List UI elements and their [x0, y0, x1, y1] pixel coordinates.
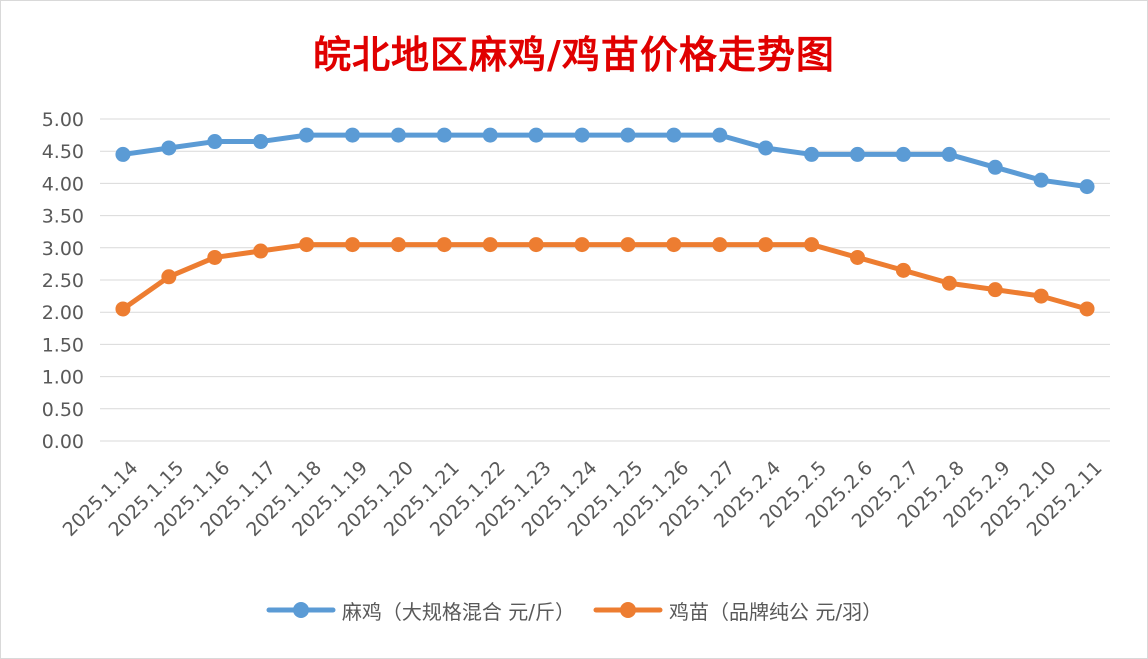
legend-label: 鸡苗（品牌纯公 元/羽） — [669, 599, 883, 624]
data-point — [253, 243, 269, 259]
x-axis-ticks: 2025.1.142025.1.152025.1.162025.1.172025… — [59, 457, 1107, 541]
data-point — [712, 237, 728, 253]
data-point — [850, 146, 865, 162]
y-tick-label: 3.00 — [42, 238, 84, 260]
data-point — [482, 127, 498, 143]
data-point — [987, 159, 1003, 175]
y-tick-label: 1.00 — [42, 367, 84, 389]
data-point — [620, 127, 636, 143]
data-point — [115, 146, 131, 162]
y-tick-label: 2.50 — [42, 270, 84, 292]
chart-title: 皖北地区麻鸡/鸡苗价格走势图 — [313, 32, 835, 77]
y-tick-label: 2.00 — [42, 302, 84, 324]
legend-item: 麻鸡（大规格混合 元/斤） — [266, 596, 575, 625]
data-point — [390, 237, 406, 253]
data-point — [1079, 301, 1095, 317]
data-point — [299, 127, 315, 143]
y-gridlines — [100, 118, 1110, 442]
y-axis-ticks: 0.00 0.50 1.00 1.50 2.00 2.50 3.00 3.50 4.00 4.50… — [42, 109, 84, 453]
data-point — [758, 237, 774, 253]
data-point — [161, 269, 177, 285]
data-point — [115, 301, 131, 317]
legend-swatch — [266, 602, 336, 618]
y-tick-label: 4.00 — [42, 173, 84, 195]
data-point — [712, 127, 728, 143]
data-point — [941, 146, 957, 162]
data-point — [987, 282, 1003, 298]
data-point — [941, 275, 957, 291]
data-point — [207, 134, 223, 150]
data-point — [1079, 179, 1095, 195]
data-point — [1033, 172, 1049, 188]
y-tick-label: 1.50 — [42, 334, 84, 356]
data-point — [482, 237, 498, 253]
data-point — [528, 237, 544, 253]
y-tick-label: 4.50 — [42, 141, 84, 163]
data-point — [574, 237, 590, 253]
series-1 — [115, 127, 1095, 195]
y-tick-label: 0.50 — [42, 399, 84, 421]
series-line — [120, 132, 1090, 190]
data-point — [574, 127, 590, 143]
data-point — [528, 127, 544, 143]
data-point — [253, 134, 269, 150]
data-point — [895, 262, 911, 278]
data-point — [161, 140, 177, 156]
data-point — [1033, 288, 1049, 304]
data-point — [436, 237, 452, 253]
data-point — [666, 237, 682, 253]
legend-item: 鸡苗（品牌纯公 元/羽） — [593, 596, 882, 625]
series-2 — [115, 237, 1095, 317]
data-point — [804, 237, 820, 253]
legend: 麻鸡（大规格混合 元/斤） 鸡苗（品牌纯公 元/羽） — [0, 592, 1148, 628]
y-tick-label: 5.00 — [42, 109, 84, 131]
data-point — [207, 249, 223, 265]
data-point — [620, 237, 636, 253]
data-point — [666, 127, 682, 143]
data-point — [345, 237, 360, 253]
y-tick-label: 0.00 — [42, 431, 84, 453]
data-point — [436, 127, 452, 143]
data-point — [758, 140, 774, 156]
legend-swatch — [593, 602, 663, 618]
data-point — [345, 127, 360, 143]
data-point — [390, 127, 406, 143]
data-point — [804, 146, 820, 162]
series-line — [120, 242, 1090, 312]
legend-label: 麻鸡（大规格混合 元/斤） — [341, 599, 575, 624]
y-tick-label: 3.50 — [42, 206, 84, 228]
data-point — [299, 237, 315, 253]
data-point — [895, 146, 911, 162]
data-point — [850, 249, 865, 265]
